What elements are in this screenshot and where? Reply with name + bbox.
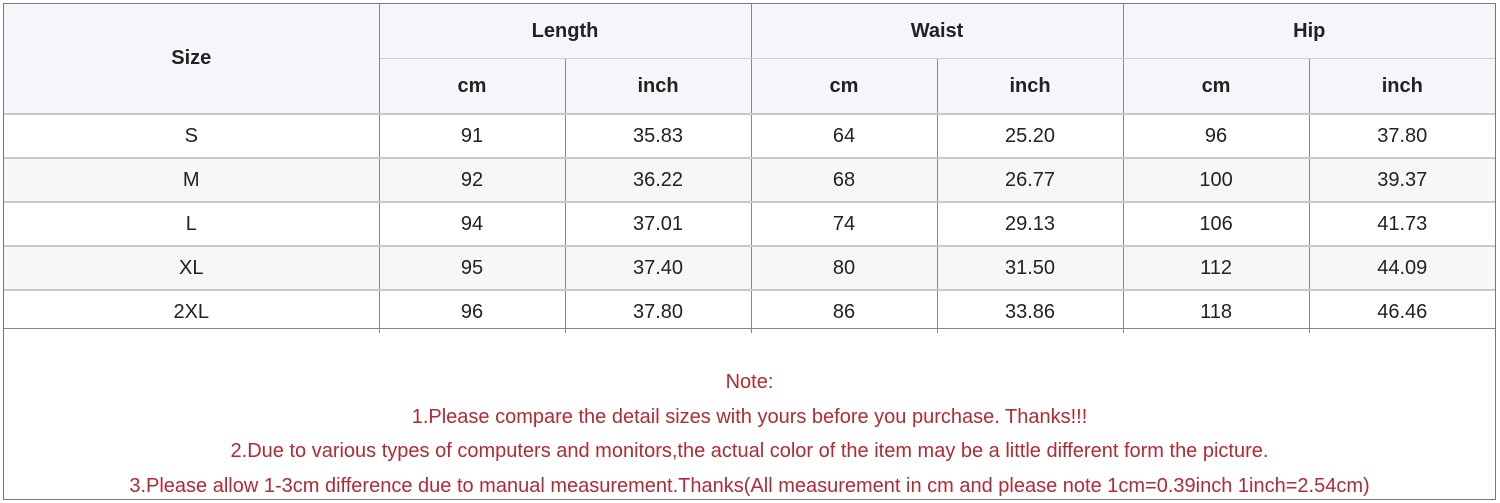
measurement-cell: 95 — [378, 245, 566, 290]
notes-section: Note: 1.Please compare the detail sizes … — [4, 328, 1495, 499]
measurement-cell: 36.22 — [564, 157, 752, 202]
measurement-cell: 37.80 — [1308, 113, 1495, 158]
unit-header: inch — [564, 58, 752, 115]
measurement-cell: 44.09 — [1308, 245, 1495, 290]
measurement-cell: 96 — [378, 289, 566, 333]
size-cell: XL — [4, 245, 380, 290]
unit-header: cm — [1122, 58, 1310, 115]
measurement-cell: 46.46 — [1308, 289, 1495, 333]
measurement-cell: 92 — [378, 157, 566, 202]
unit-header: cm — [750, 58, 938, 115]
table-row: 2XL 96 37.80 86 33.86 118 46.46 — [4, 289, 1495, 333]
waist-header: Waist — [750, 4, 1124, 59]
measurement-cell: 64 — [750, 113, 938, 158]
measurement-cell: 31.50 — [936, 245, 1124, 290]
size-cell: M — [4, 157, 380, 202]
measurement-cell: 39.37 — [1308, 157, 1495, 202]
size-cell: L — [4, 201, 380, 246]
measurement-cell: 74 — [750, 201, 938, 246]
size-cell: S — [4, 113, 380, 158]
measurement-cell: 37.40 — [564, 245, 752, 290]
measurement-cell: 37.80 — [564, 289, 752, 333]
measurement-cell: 41.73 — [1308, 201, 1495, 246]
measurement-cell: 80 — [750, 245, 938, 290]
table-row: M 92 36.22 68 26.77 100 39.37 — [4, 157, 1495, 202]
table-row: L 94 37.01 74 29.13 106 41.73 — [4, 201, 1495, 246]
measurement-cell: 33.86 — [936, 289, 1124, 333]
measurement-cell: 29.13 — [936, 201, 1124, 246]
measurement-cell: 26.77 — [936, 157, 1124, 202]
measurement-cell: 94 — [378, 201, 566, 246]
measurement-cell: 118 — [1122, 289, 1310, 333]
size-cell: 2XL — [4, 289, 380, 333]
note-line: 1.Please compare the detail sizes with y… — [411, 405, 1088, 428]
measurement-cell: 37.01 — [564, 201, 752, 246]
notes-title: Note: — [725, 371, 774, 393]
measurement-cell: 106 — [1122, 201, 1310, 246]
unit-header: inch — [936, 58, 1124, 115]
note-line: 2.Due to various types of computers and … — [230, 440, 1269, 462]
length-header: Length — [378, 4, 752, 59]
hip-header: Hip — [1122, 4, 1495, 59]
unit-header: inch — [1308, 58, 1495, 115]
size-chart: Size Length Waist Hip cm inch cm inch cm… — [3, 3, 1496, 500]
measurement-cell: 25.20 — [936, 113, 1124, 158]
size-table: Size Length Waist Hip cm inch cm inch cm… — [4, 4, 1495, 333]
size-header: Size — [4, 4, 380, 115]
measurement-cell: 100 — [1122, 157, 1310, 202]
measurement-cell: 86 — [750, 289, 938, 333]
table-row: XL 95 37.40 80 31.50 112 44.09 — [4, 245, 1495, 290]
unit-header: cm — [379, 58, 566, 115]
measurement-cell: 35.83 — [564, 113, 752, 158]
table-row: S 91 35.83 64 25.20 96 37.80 — [4, 113, 1495, 158]
measurement-cell: 91 — [378, 113, 566, 158]
measurement-cell: 96 — [1122, 113, 1310, 158]
measurement-cell: 112 — [1122, 245, 1310, 290]
measurement-cell: 68 — [750, 157, 938, 202]
note-line: 3.Please allow 1-3cm difference due to m… — [129, 474, 1370, 497]
